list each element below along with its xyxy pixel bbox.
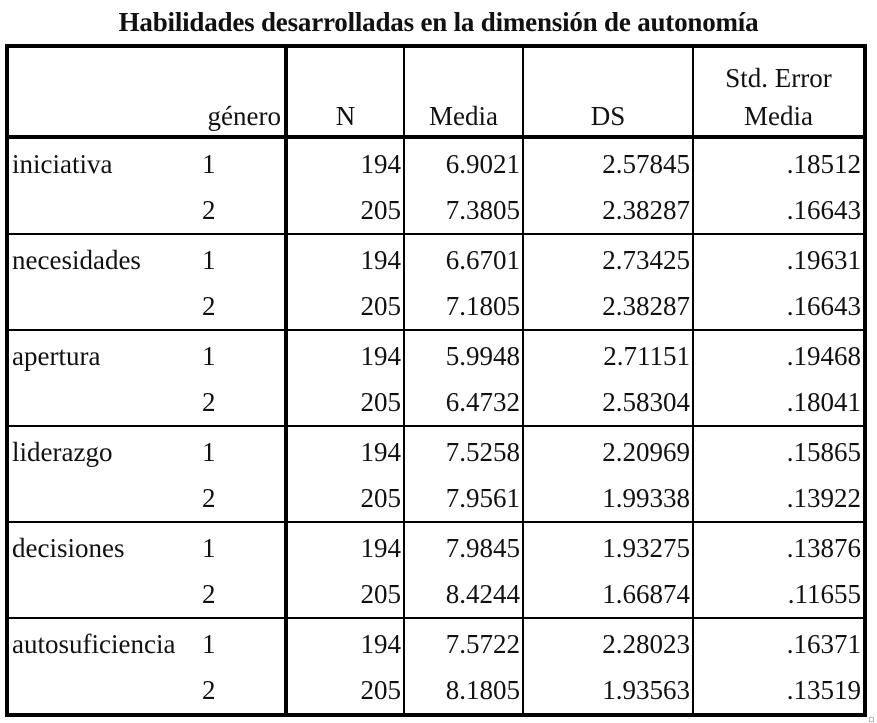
variable-name: necesidades [7,233,194,283]
table-row: necesidades 1 194 6.6701 2.73425.19631 [7,233,865,283]
table-row: apertura 1 194 5.9948 2.71151.19468 [7,329,865,379]
ds-value: 1.66874 [523,571,694,618]
variable-name: autosuficiencia [7,617,194,667]
header-ds: DS [523,46,694,139]
std-error-value: .16371 [693,617,865,667]
header-std-error-line1: Std. Error [725,63,832,93]
n-value: 194 [286,233,405,283]
group-statistics-table: género N Media DS Std. Error Media inici… [5,44,867,717]
table-title: Habilidades desarrolladas en la dimensió… [118,7,759,37]
variable-name [7,283,194,330]
std-error-value: .18512 [786,149,861,179]
genero-value: 1 [194,521,288,571]
table-row: iniciativa 1 194 6.9021 2.57845 .18512 [7,137,865,187]
ds-value: 2.38287 [523,187,694,234]
header-genero: género [194,46,288,139]
ds-value: 2.20969 [523,425,694,475]
table-row: autosuficiencia 1 194 7.5722 2.28023.16371 [7,617,865,667]
table-row: 2 205 7.3805 2.38287 .16643 [7,187,865,234]
n-value: 194 [286,425,405,475]
media-value: 6.4732 [404,379,524,426]
table-row: 2 205 7.1805 2.38287 .16643 [7,283,865,330]
genero-value: 2 [194,187,288,234]
media-value: 7.9845 [404,521,524,571]
media-value: 8.4244 [404,571,524,618]
ds-value: 2.38287 [523,283,694,330]
n-value: 205 [286,283,405,330]
std-error-value: .19631 [693,233,865,283]
ds-value: 1.99338 [523,475,694,522]
media-value: 6.9021 [404,137,524,187]
std-error-value: .16643 [786,195,861,225]
media-value: 5.9948 [404,329,524,379]
n-value: 205 [286,571,405,618]
ds-value: 1.93563 [523,667,694,715]
header-media: Media [404,46,524,139]
variable-name [7,475,194,522]
genero-value: 2 [194,475,288,522]
variable-name: apertura [7,329,194,379]
header-std-error-line2: Media [744,101,813,131]
header-row: género N Media DS Std. Error Media [7,46,865,139]
n-value: 205 [286,475,405,522]
media-value: 7.1805 [404,283,524,330]
variable-name: liderazgo [7,425,194,475]
variable-name: decisiones [7,521,194,571]
genero-value: 2 [194,667,288,715]
table-row: 2 205 6.4732 2.58304 .18041 [7,379,865,426]
media-value: 8.1805 [404,667,524,715]
table-row: liderazgo 1 194 7.5258 2.20969.15865 [7,425,865,475]
header-n: N [286,46,405,139]
media-value: 6.6701 [404,233,524,283]
ds-value: 2.28023 [523,617,694,667]
header-variable [7,46,194,139]
media-value: 7.5258 [404,425,524,475]
ds-value: 2.71151 [523,329,694,379]
media-value: 7.9561 [404,475,524,522]
table-row: 2 205 8.4244 1.66874 .11655 [7,571,865,618]
table-row: 2 205 8.1805 1.93563 .13519 [7,667,865,715]
std-error-value: .13922 [786,483,861,513]
std-error-value: .13876 [693,521,865,571]
genero-value: 2 [194,283,288,330]
n-value: 194 [286,329,405,379]
header-std-error: Std. Error Media [693,46,865,139]
table-body: iniciativa 1 194 6.9021 2.57845.18512 2 205 7.3… [7,137,865,715]
n-value: 194 [286,137,405,187]
ds-value: 2.58304 [523,379,694,426]
genero-value: 1 [194,137,288,187]
genero-value: 1 [194,617,288,667]
media-value: 7.3805 [404,187,524,234]
media-value: 7.5722 [404,617,524,667]
resize-handle-icon [869,717,874,722]
std-error-value: .13519 [786,675,861,705]
std-error-value: .19468 [693,329,865,379]
variable-name [7,379,194,426]
std-error-value: .18041 [786,387,861,417]
variable-name: iniciativa [12,149,113,179]
variable-name [7,667,194,715]
n-value: 194 [286,521,405,571]
genero-value: 2 [194,571,288,618]
ds-value: 1.93275 [523,521,694,571]
ds-value: 2.57845 [523,137,694,187]
table-row: decisiones 1 194 7.9845 1.93275.13876 [7,521,865,571]
variable-name [7,187,194,234]
n-value: 205 [286,667,405,715]
genero-value: 1 [194,425,288,475]
std-error-value: .11655 [787,579,861,609]
std-error-value: .16643 [786,291,861,321]
variable-name [7,571,194,618]
genero-value: 1 [194,233,288,283]
ds-value: 2.73425 [523,233,694,283]
table-row: 2 205 7.9561 1.99338 .13922 [7,475,865,522]
n-value: 205 [286,379,405,426]
n-value: 194 [286,617,405,667]
genero-value: 2 [194,379,288,426]
genero-value: 1 [194,329,288,379]
std-error-value: .15865 [693,425,865,475]
n-value: 205 [286,187,405,234]
